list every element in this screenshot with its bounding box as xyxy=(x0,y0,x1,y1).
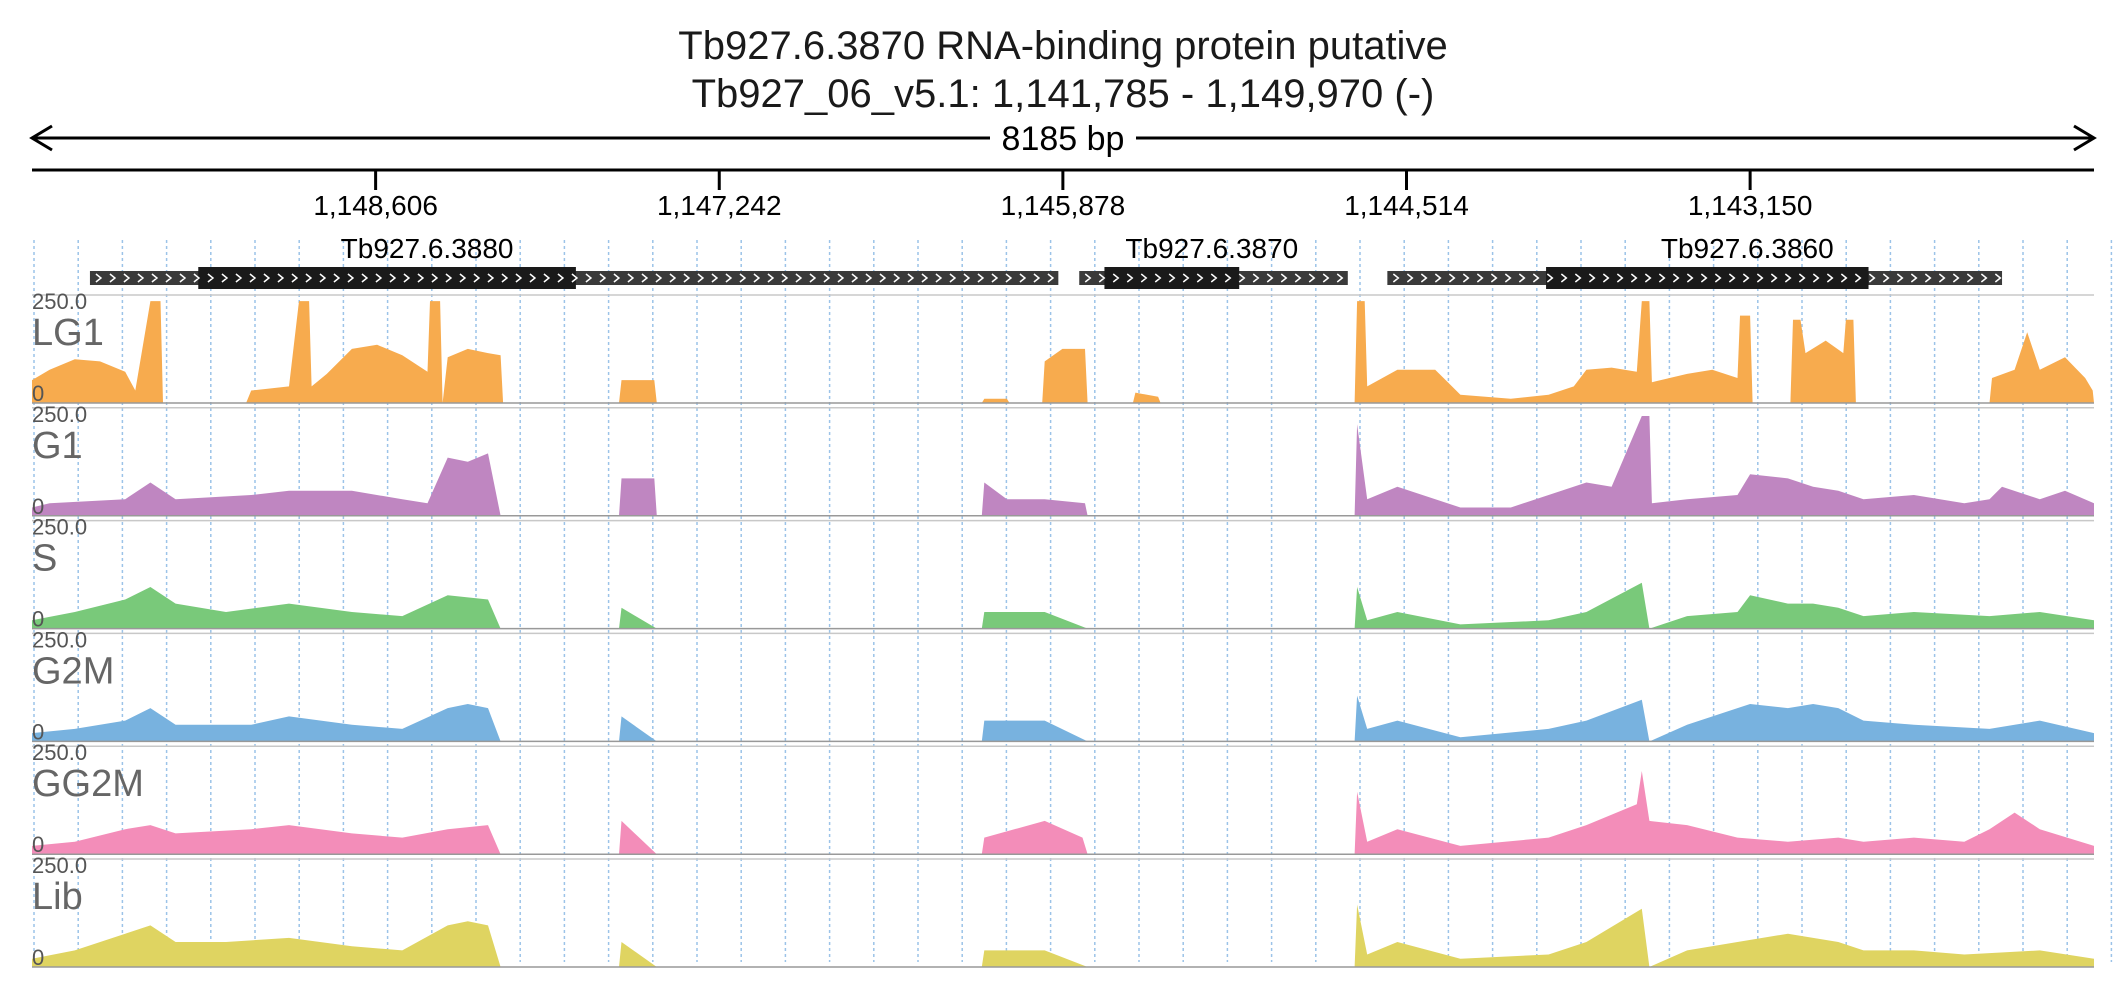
ruler-tick-label: 1,148,606 xyxy=(313,190,438,221)
gene-cds xyxy=(1104,267,1240,289)
track-ymax-label: 250.0 xyxy=(32,402,87,427)
gene-label: Tb927.6.3860 xyxy=(1661,233,1834,264)
locus-label: Tb927_06_v5.1: 1,141,785 - 1,149,970 (-) xyxy=(691,72,1435,116)
coverage-area xyxy=(32,904,2094,967)
track-name-label: Lib xyxy=(32,876,83,918)
track-gg2m: 250.0 0 GG2M xyxy=(32,740,2094,857)
coverage-area xyxy=(32,416,2094,516)
track-ymax-label: 250.0 xyxy=(32,853,87,878)
title-block: Tb927.6.3870 RNA-binding protein putativ… xyxy=(0,22,2126,118)
gene-strand-arrows xyxy=(1084,273,1344,283)
track-ymin-label: 0 xyxy=(32,494,44,519)
track-s: 250.0 0 S xyxy=(32,515,2094,632)
position-ruler: 1,148,606 1,147,242 1,145,878 1,144,514 1,14… xyxy=(32,168,2094,221)
track-ymin-label: 0 xyxy=(32,607,44,632)
ruler-tick-label: 1,143,150 xyxy=(1688,190,1813,221)
track-name-label: GG2M xyxy=(32,763,144,805)
ruler-tick-label: 1,145,878 xyxy=(1001,190,1126,221)
track-ymax-label: 250.0 xyxy=(32,515,87,540)
span-label: 8185 bp xyxy=(1002,120,1125,158)
track-lib: 250.0 0 Lib xyxy=(32,853,2094,970)
gene-strand-arrows xyxy=(95,273,1055,283)
track-name-label: S xyxy=(32,538,57,580)
gene-strand-arrows xyxy=(1392,273,2002,283)
coverage-area xyxy=(32,771,2094,855)
ruler-tick-label: 1,144,514 xyxy=(1344,190,1469,221)
track-name-label: G2M xyxy=(32,650,114,692)
track-name-label: G1 xyxy=(32,425,83,467)
track-ymax-label: 250.0 xyxy=(32,627,87,652)
gene-title: Tb927.6.3870 RNA-binding protein putativ… xyxy=(678,24,1448,68)
gene-label: Tb927.6.3880 xyxy=(341,233,514,264)
track-name-label: LG1 xyxy=(32,312,104,354)
gene-label: Tb927.6.3870 xyxy=(1125,233,1298,264)
gene-annotations: Tb927.6.3880 Tb927.6.3870 Tb927.6.3860 xyxy=(89,233,2003,289)
gene-cds xyxy=(198,267,576,289)
coverage-area xyxy=(32,301,2094,403)
track-g1: 250.0 0 G1 xyxy=(32,402,2094,519)
coverage-tracks: 250.00LG1250.00G1250.00S250.00G2M250.00G… xyxy=(32,289,2094,970)
track-ymin-label: 0 xyxy=(32,719,44,744)
span-indicator: 8185 bp xyxy=(29,120,2097,158)
coverage-area xyxy=(32,695,2094,742)
track-lg1: 250.0 0 LG1 xyxy=(32,289,2094,406)
ruler-tick-label: 1,147,242 xyxy=(657,190,782,221)
track-ymax-label: 250.0 xyxy=(32,740,87,765)
coverage-area xyxy=(32,582,2094,629)
track-ymin-label: 0 xyxy=(32,381,44,406)
track-g2m: 250.0 0 G2M xyxy=(32,627,2094,744)
track-ymax-label: 250.0 xyxy=(32,289,87,314)
track-ymin-label: 0 xyxy=(32,945,44,970)
track-ymin-label: 0 xyxy=(32,832,44,857)
